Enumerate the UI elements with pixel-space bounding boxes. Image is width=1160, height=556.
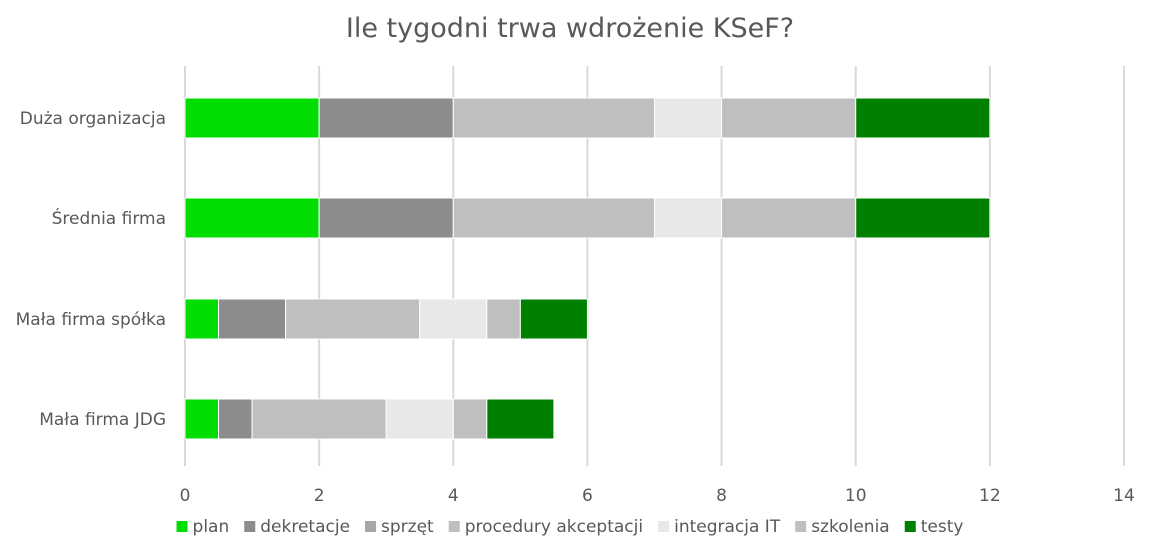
bar-segment-integracja-IT <box>654 97 723 139</box>
legend-swatch <box>365 521 377 532</box>
bars <box>184 97 991 440</box>
x-tick-label: 4 <box>448 486 459 506</box>
bar-segment-procedury-akceptacji <box>452 97 655 139</box>
bar-segment-testy <box>855 97 991 139</box>
bar-segment-integracja-IT <box>419 298 488 340</box>
bar-segment-szkolenia <box>486 298 521 340</box>
legend-label: szkolenia <box>811 517 890 537</box>
legend-item-plan: plan <box>176 517 230 537</box>
legend-label: testy <box>921 517 964 537</box>
legend-label: dekretacje <box>260 517 350 537</box>
bar-segment-testy <box>519 298 588 340</box>
bar-segment-dekretacje <box>218 298 287 340</box>
bar-segment-dekretacje <box>318 97 454 139</box>
category-label: Mała firma JDG <box>39 410 166 430</box>
chart-title: Ile tygodni trwa wdrożenie KSeF? <box>346 13 794 44</box>
x-tick-label: 12 <box>979 486 1001 506</box>
x-tick-label: 0 <box>180 486 191 506</box>
legend-swatch <box>658 521 670 532</box>
category-label: Mała firma spółka <box>16 310 166 330</box>
x-tick-label: 14 <box>1113 486 1135 506</box>
bar-segment-dekretacje <box>218 398 253 440</box>
bar-segment-dekretacje <box>318 197 454 239</box>
legend-swatch <box>904 521 916 532</box>
legend-swatch <box>795 521 807 532</box>
legend-item-szkolenia: szkolenia <box>795 517 890 537</box>
bar-segment-testy <box>486 398 555 440</box>
bar-segment-plan <box>184 398 220 440</box>
legend-label: sprzęt <box>381 517 434 537</box>
category-label: Średnia firma <box>52 207 166 229</box>
bar-segment-plan <box>184 97 320 139</box>
bar-segment-szkolenia <box>721 197 857 239</box>
legend-item-dekretacje: dekretacje <box>244 517 350 537</box>
bar-segment-plan <box>184 298 220 340</box>
bar-segment-szkolenia <box>452 398 488 440</box>
bar-segment-szkolenia <box>721 97 857 139</box>
legend-label: plan <box>193 517 230 537</box>
legend: plan dekretacje sprzęt procedury akceptacji… <box>176 517 964 537</box>
bar-segment-procedury-akceptacji <box>251 398 387 440</box>
x-tick-label: 8 <box>716 486 727 506</box>
legend-item-procedury-akceptacji: procedury akceptacji <box>448 517 643 537</box>
bar-segment-testy <box>855 197 991 239</box>
category-labels: Duża organizacja Średnia firma Mała firma … <box>16 109 166 430</box>
legend-swatch <box>176 521 188 532</box>
x-tick-label: 2 <box>314 486 325 506</box>
legend-item-integracja-IT: integracja IT <box>658 517 781 537</box>
legend-item-testy: testy <box>904 517 964 537</box>
category-label: Duża organizacja <box>20 109 166 129</box>
bar-segment-plan <box>184 197 320 239</box>
legend-item-sprzęt: sprzęt <box>365 517 434 537</box>
legend-swatch <box>448 521 460 532</box>
x-axis-ticks: 0 2 4 6 8 10 12 14 <box>180 486 1135 506</box>
legend-label: integracja IT <box>674 517 781 537</box>
bar-segment-integracja-IT <box>654 197 723 239</box>
bar-segment-procedury-akceptacji <box>452 197 655 239</box>
bar-segment-procedury-akceptacji <box>285 298 421 340</box>
x-tick-label: 10 <box>845 486 867 506</box>
bar-segment-integracja-IT <box>385 398 454 440</box>
legend-swatch <box>244 521 256 532</box>
x-tick-label: 6 <box>582 486 593 506</box>
legend-label: procedury akceptacji <box>465 517 643 537</box>
